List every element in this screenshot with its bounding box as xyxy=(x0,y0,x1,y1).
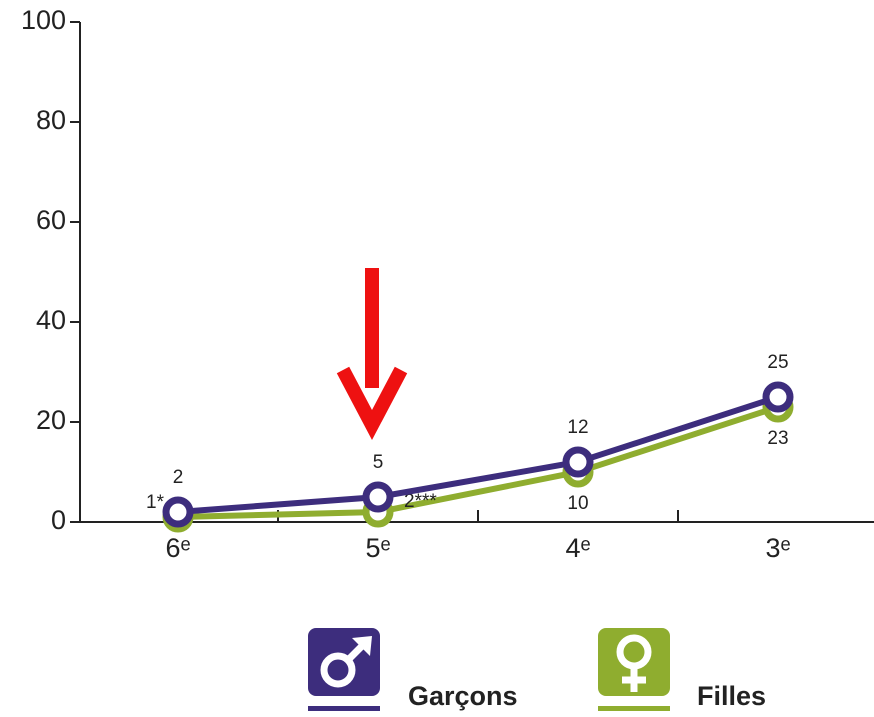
legend-label: Garçons xyxy=(408,681,518,711)
data-label: 23 xyxy=(767,428,788,449)
point xyxy=(162,496,194,528)
y-tick-label: 40 xyxy=(36,305,66,335)
male-symbol xyxy=(320,652,356,688)
point xyxy=(762,381,794,413)
data-label: 2*** xyxy=(404,491,437,512)
data-label: 2 xyxy=(173,467,184,488)
x-tick-label: 6ᵉ xyxy=(165,533,190,563)
x-tick-label: 4ᵉ xyxy=(565,533,590,563)
legend-label: Filles xyxy=(697,681,766,711)
legend-underline xyxy=(598,706,670,711)
y-tick-label: 80 xyxy=(36,105,66,135)
series-line xyxy=(177,404,779,520)
y-tick-label: 60 xyxy=(36,205,66,235)
legend-underline xyxy=(308,706,380,711)
series-line xyxy=(177,394,779,515)
x-tick-label: 3ᵉ xyxy=(765,533,790,563)
male-symbol xyxy=(352,636,372,656)
y-tick-label: 0 xyxy=(51,505,66,535)
legend-icon xyxy=(598,628,670,696)
x-tick-label: 5ᵉ xyxy=(365,533,390,563)
y-tick-label: 20 xyxy=(36,405,66,435)
data-label: 5 xyxy=(373,452,384,473)
data-label: 25 xyxy=(767,352,788,373)
point xyxy=(562,446,594,478)
legend-item: Filles xyxy=(598,628,766,711)
data-label: 10 xyxy=(567,493,588,514)
point xyxy=(362,481,394,513)
y-tick-label: 100 xyxy=(21,5,66,35)
data-label: 12 xyxy=(567,417,588,438)
annotation-arrow xyxy=(336,268,408,441)
data-label: 1* xyxy=(146,492,165,513)
legend-item: Garçons xyxy=(308,628,518,711)
